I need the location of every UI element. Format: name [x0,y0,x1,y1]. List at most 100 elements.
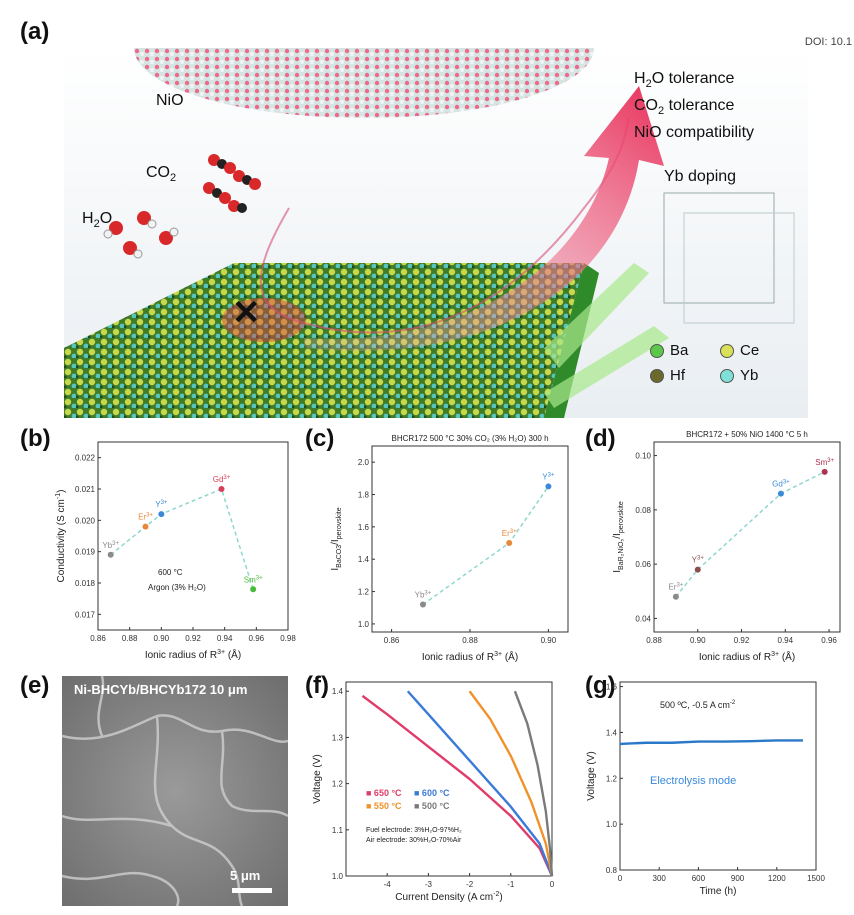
plot-frame [619,681,817,871]
chart-b-svg: 0.86 0.88 0.90 0.92 0.94 0.96 0.98 0.017 0.018 0.… [55,441,296,661]
chart-f: -4 -3 -2 -1 0 1.0 1.1 1.2 1.3 1.4 Current Density … [306,676,570,910]
note-fuel-electrode: Fuel electrode: 3%H₂O-97%H₂ [366,827,462,834]
panel-label-a: (a) [20,18,50,45]
x-tick-label: 0.96 [821,636,837,645]
trend-line [675,471,826,598]
legend-item-ce: Ce [720,342,790,359]
point-label-gd: Gd3+ [772,480,790,489]
data-point-gd [777,490,784,497]
co2-label: CO2 [146,164,176,184]
x-tick-label: 0.90 [541,636,557,645]
point-label-y: Y3+ [155,500,168,509]
data-point-y [545,483,552,490]
sem-image [61,675,289,907]
panel-label-g: (g) [585,672,616,699]
note-air-electrode: Air electrode: 30%H₂O-70%Air [366,837,462,844]
point-label-yb: Yb3+ [415,591,432,600]
series-line-2 [468,690,554,877]
legend-dot-icon [650,344,664,359]
data-point-gd [218,486,225,492]
x-tick-label: 1200 [768,874,786,883]
yb-doping-label: Yb doping [664,168,737,185]
tolerance-list: H2O tolerance CO2 tolerance NiO compatib… [634,68,754,143]
point-label-yb: Yb3+ [102,541,119,550]
data-point-er [142,523,149,530]
plot-frame [653,441,841,633]
point-label-sm: Sm3+ [244,575,263,584]
chart-g: 0 300 600 900 1200 1500 0.8 1.0 1.2 1.4 1.6 Time (h… [586,676,850,910]
legend-entry-2: ■ 550 °C [366,801,402,811]
y-tick-label: 0.021 [75,485,96,494]
x-tick-label: 0.88 [462,636,478,645]
y-tick-label: 1.8 [358,491,370,500]
y-tick-label: 1.2 [606,774,618,783]
y-tick-label: 0.08 [635,506,651,515]
legend-entry-3: ■ 500 °C [414,801,450,811]
chart-b: 0.86 0.88 0.90 0.92 0.94 0.96 0.98 0.017 0.018 0.… [48,428,300,668]
data-point-er [506,540,513,547]
annotation-conditions: 500 ºC, -0.5 A cm-2 [660,700,736,710]
data-point-yb [107,551,114,558]
big-red-arrow [304,86,664,351]
y-tick-label: 1.6 [358,523,370,532]
green-beam-2 [544,326,669,408]
h2o-label-h: H [82,210,94,227]
sem-title: Ni-BHCYb/BHCYb172 10 μm [74,682,248,697]
element-legend: Ba Ce Hf Yb [650,338,800,388]
legend-entry-0: ■ 650 °C [366,788,402,798]
point-label-er: Er3+ [668,583,683,592]
legend-item-ba: Ba [650,342,720,359]
co2-label-sub: 2 [170,172,177,185]
annotation-atmosphere: Argon (3% H₂O) [148,583,206,592]
x-tick-label: 0.98 [280,634,296,643]
data-point-y [158,511,165,518]
scale-bar-label: 5 μm [230,868,261,883]
panel-a-svg [64,0,808,418]
tolerance-line-1: H2O tolerance [634,70,735,91]
green-beam-1 [544,263,649,368]
y-axis-label: Voltage (V) [586,751,597,800]
x-tick-label: -2 [466,880,474,889]
x-tick-label: 0 [618,874,623,883]
data-point-sm [250,586,257,593]
h2o-molecules [103,211,179,259]
y-tick-label: 0.8 [606,866,618,875]
y-tick-label: 0.04 [635,614,651,623]
y-tick-label: 0.017 [75,610,96,619]
data-point-yb [419,601,426,608]
y-tick-label: 1.0 [606,820,618,829]
y-tick-label: 1.0 [332,872,344,881]
chart-g-svg: 0 300 600 900 1200 1500 0.8 1.0 1.2 1.4 1.6 Time (h… [586,681,825,897]
chart-title: BHCR172 + 50% NiO 1400 °C 5 h [686,430,808,439]
co2-molecules [203,154,261,213]
chart-c-svg: BHCR172 500 °C 30% CO₂ (3% H₂O) 300 h 0.8… [330,434,569,663]
x-tick-label: -4 [384,880,392,889]
y-tick-label: 1.2 [332,780,344,789]
y-tick-label: 0.018 [75,579,96,588]
legend-label: Hf [670,367,685,384]
y-tick-label: 1.4 [332,687,344,696]
y-tick-label: 0.10 [635,452,651,461]
chart-c: BHCR172 500 °C 30% CO₂ (3% H₂O) 300 h 0.8… [330,428,582,668]
legend-item-yb: Yb [720,367,790,384]
panel-label-d: (d) [585,425,616,452]
point-label-er: Er3+ [502,529,517,538]
x-tick-label: 0.92 [185,634,201,643]
y-tick-label: 0.019 [75,548,96,557]
x-axis-label: Ionic radius of R3+ (Å) [422,650,518,663]
h2o-label-o: O [99,210,113,227]
chart-d-svg: BHCR172 + 50% NiO 1400 °C 5 h 0.88 0.90 0.9… [612,430,841,663]
x-tick-label: 0.88 [122,634,138,643]
y-tick-label: 0.020 [75,516,96,525]
point-label-y: Y3+ [542,472,555,481]
series-line-3 [513,690,554,877]
panel-label-f: (f) [305,672,329,699]
electrolysis-mode-label: Electrolysis mode [650,775,736,787]
point-label-er: Er3+ [138,513,153,522]
tolerance-line-3: NiO compatibility [634,124,755,142]
y-axis-label: Conductivity (S cm-1) [55,490,67,583]
y-tick-label: 1.1 [332,826,344,835]
legend-dot-icon [650,369,664,384]
annotation-temperature: 600 °C [158,568,183,577]
x-tick-label: 0.94 [778,636,794,645]
